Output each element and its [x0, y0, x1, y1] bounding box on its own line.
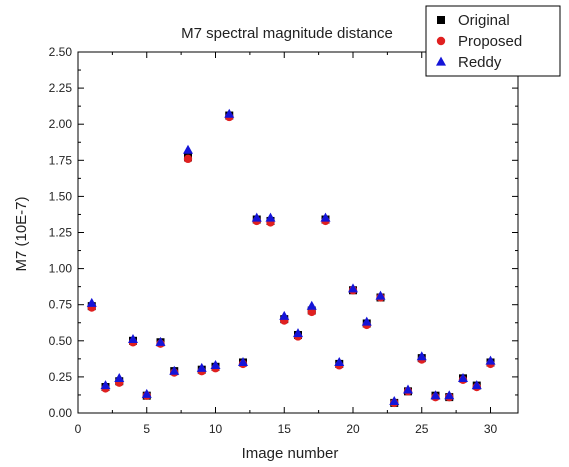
reddy-point — [183, 144, 193, 154]
y-tick-label: 2.00 — [49, 117, 73, 131]
reddy-point — [251, 212, 262, 222]
plot-frame — [77, 51, 519, 414]
reddy-point — [306, 300, 317, 310]
chart-title: M7 spectral magnitude distance — [181, 25, 393, 42]
x-tick-label: 15 — [278, 422, 292, 436]
x-tick-label: 5 — [143, 422, 150, 436]
reddy-point — [169, 365, 180, 375]
series-proposed — [87, 112, 495, 408]
reddy-point — [375, 290, 386, 300]
reddy-point — [210, 359, 221, 369]
x-tick-label: 10 — [209, 422, 223, 436]
legend-reddy-label: Reddy — [458, 54, 502, 71]
reddy-point — [265, 212, 276, 222]
plot-area: 0.00 0.25 0.50 0.75 1.00 1.25 1.50 1.75 2.00 2.25… — [49, 45, 519, 436]
reddy-point — [293, 328, 303, 338]
reddy-point — [100, 380, 111, 390]
reddy-point — [238, 357, 248, 367]
reddy-point — [348, 283, 358, 293]
reddy-point — [224, 108, 235, 118]
y-tick-label: 0.25 — [49, 370, 73, 384]
x-tick-label: 0 — [75, 422, 82, 436]
y-tick-label: 2.50 — [49, 45, 73, 59]
legend-original-label: Original — [458, 12, 510, 29]
y-axis-title: M7 (10E-7) — [13, 196, 30, 271]
reddy-point — [114, 372, 125, 382]
reddy-point — [320, 212, 331, 222]
legend: Original Proposed Reddy — [425, 5, 561, 77]
y-tick-label: 0.50 — [49, 334, 73, 348]
reddy-point — [471, 380, 482, 390]
reddy-point — [196, 362, 207, 372]
reddy-point — [403, 384, 413, 394]
reddy-point — [279, 310, 290, 320]
y-tick-label: 1.00 — [49, 262, 73, 276]
legend-proposed-label: Proposed — [458, 33, 522, 50]
reddy-point — [141, 388, 152, 398]
reddy-point — [444, 390, 455, 400]
proposed-point — [307, 307, 316, 317]
x-tick-label: 25 — [415, 422, 429, 436]
reddy-point — [416, 351, 427, 361]
reddy-point — [485, 355, 496, 365]
x-tick-label: 30 — [484, 422, 498, 436]
x-axis-title: Image number — [242, 445, 339, 462]
legend-proposed-marker — [436, 36, 446, 46]
y-tick-label: 1.75 — [49, 153, 73, 167]
reddy-point — [389, 396, 400, 406]
reddy-point — [430, 390, 441, 400]
y-tick-label: 0.00 — [49, 406, 73, 420]
x-tick-label: 20 — [346, 422, 360, 436]
y-tick-label: 1.25 — [49, 226, 73, 240]
reddy-point — [86, 297, 97, 307]
legend-reddy-marker — [436, 56, 446, 66]
series-reddy — [86, 108, 496, 406]
reddy-point — [361, 316, 372, 326]
series-original — [87, 111, 495, 407]
y-tick-label: 0.75 — [49, 298, 73, 312]
reddy-point — [155, 336, 166, 346]
y-tick-label: 2.25 — [49, 81, 73, 95]
proposed-point — [183, 154, 193, 164]
y-tick-label: 1.50 — [49, 189, 73, 203]
legend-box — [425, 5, 561, 77]
reddy-point — [128, 333, 138, 343]
reddy-point — [334, 357, 345, 367]
reddy-point — [458, 372, 468, 382]
legend-original-marker — [437, 16, 445, 24]
